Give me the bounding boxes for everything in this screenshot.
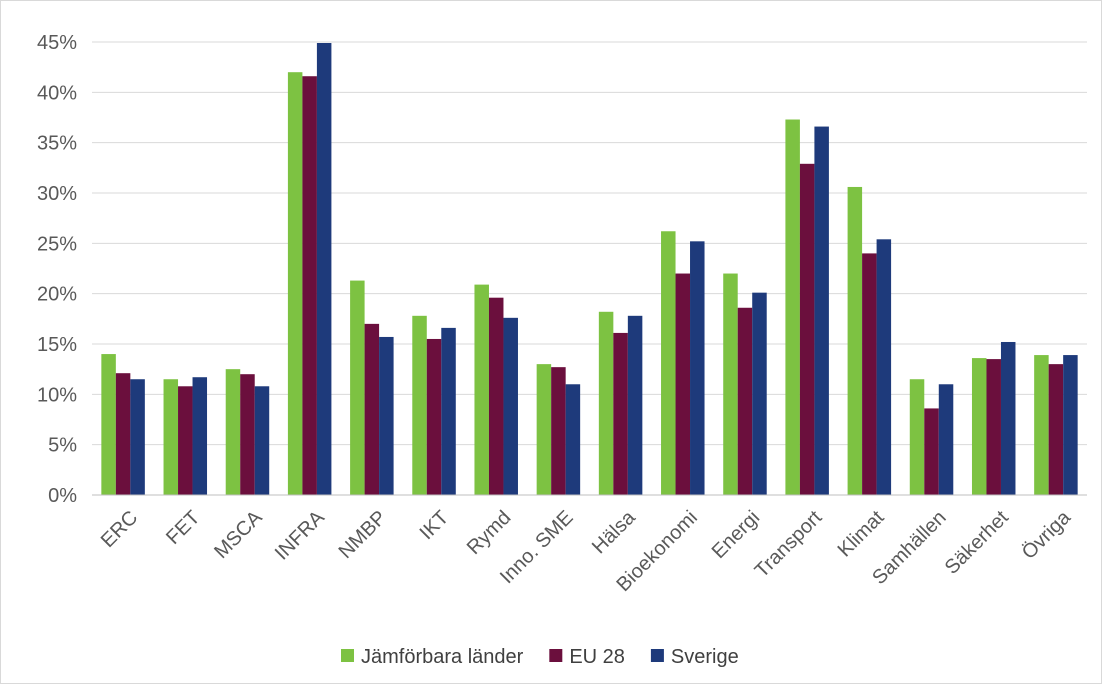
y-tick-label: 40% — [37, 82, 77, 104]
bar — [474, 284, 489, 495]
y-tick-label: 15% — [37, 334, 77, 356]
x-tick-label: INFRA — [271, 506, 329, 564]
x-tick-label: Säkerhet — [941, 506, 1013, 578]
bar — [178, 386, 193, 495]
bar — [799, 163, 815, 495]
bar — [350, 280, 365, 495]
bar — [441, 327, 456, 495]
bar — [565, 384, 581, 495]
bar — [364, 323, 380, 495]
bars — [101, 43, 1078, 496]
bar — [661, 231, 676, 495]
x-tick-label: FET — [162, 507, 204, 549]
y-tick-label: 45% — [37, 32, 77, 54]
bar — [675, 273, 691, 495]
x-tick-label: Rymd — [463, 507, 515, 559]
x-tick-label: IKT — [416, 507, 454, 545]
bar — [379, 336, 394, 495]
x-tick-label: ERC — [97, 507, 142, 552]
bar — [752, 292, 767, 495]
x-tick-label: Övriga — [1018, 506, 1076, 564]
y-tick-label: 35% — [37, 133, 77, 155]
legend-swatch — [650, 649, 664, 662]
bar — [737, 307, 753, 495]
bar — [1000, 341, 1016, 495]
bar — [551, 367, 566, 495]
bar — [536, 364, 552, 495]
x-tick-label: Energi — [708, 507, 764, 563]
bar — [723, 273, 738, 495]
bar — [1063, 355, 1078, 495]
bar — [192, 377, 208, 495]
bar — [130, 379, 145, 495]
legend-entry: Sverige — [671, 646, 739, 668]
bar — [163, 379, 179, 495]
bar — [814, 126, 829, 495]
bar — [412, 315, 427, 495]
bar — [1048, 364, 1064, 495]
y-tick-label: 10% — [37, 384, 77, 406]
bar — [598, 311, 614, 495]
bar — [971, 358, 987, 495]
x-tick-label: Hälsa — [588, 506, 640, 558]
y-tick-label: 0% — [48, 485, 77, 507]
y-tick-label: 25% — [37, 233, 77, 255]
x-tick-label: Klimat — [834, 506, 889, 561]
bar — [287, 72, 303, 495]
bar — [909, 379, 925, 495]
y-axis-tick-labels: 0% 5% 10% 15% 20% 25% 30% 35% 40% 45% — [37, 32, 77, 507]
bar — [115, 373, 131, 495]
x-tick-label: Transport — [751, 506, 827, 582]
bar — [876, 239, 892, 495]
bar — [316, 43, 332, 496]
x-tick-label: MSCA — [210, 506, 267, 563]
bar — [302, 76, 317, 495]
y-tick-label: 5% — [48, 435, 77, 457]
legend-entry: EU 28 — [569, 646, 625, 668]
bar — [924, 408, 939, 495]
bar — [225, 369, 241, 495]
bar — [938, 384, 954, 495]
legend-swatch — [341, 649, 354, 662]
x-tick-label: NMBP — [335, 507, 391, 563]
bar — [503, 317, 518, 495]
bar — [254, 386, 270, 495]
legend-entry: Jämförbara länder — [361, 646, 524, 668]
bar — [488, 297, 504, 495]
legend-swatch — [549, 649, 563, 662]
bar — [240, 374, 255, 495]
bar — [785, 119, 800, 495]
y-tick-label: 30% — [37, 183, 77, 205]
bar — [426, 338, 442, 495]
bar — [986, 359, 1001, 495]
legend: Jämförbara länder EU 28 Sverige — [341, 646, 739, 668]
bar — [101, 354, 116, 495]
bar — [847, 186, 863, 495]
bar — [627, 315, 643, 495]
bar — [1034, 355, 1049, 495]
bar — [613, 332, 628, 495]
bar — [690, 241, 705, 495]
y-tick-label: 20% — [37, 284, 77, 306]
bar — [862, 253, 877, 495]
